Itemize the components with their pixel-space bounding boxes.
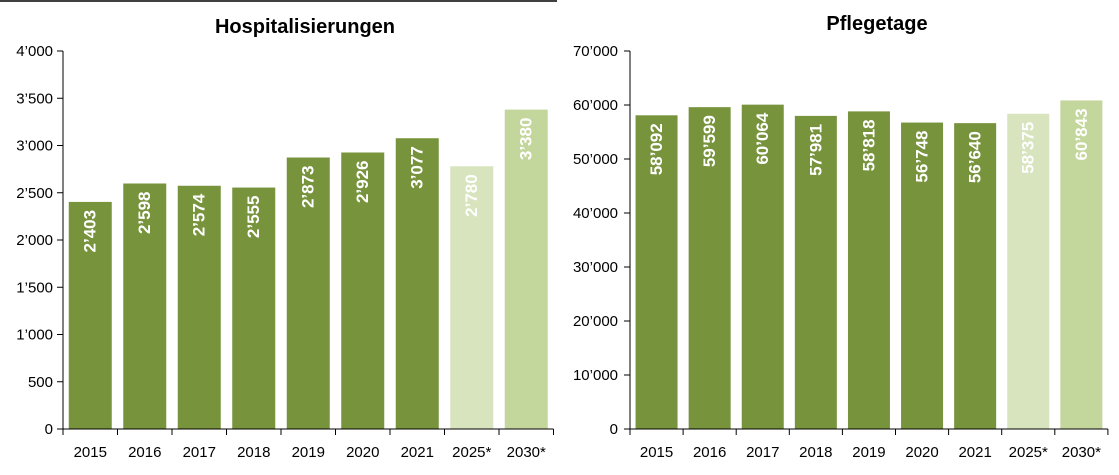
chart-1-ytick-label: 4’000 [16,43,53,60]
chart-2-title: Pflegetage [826,13,927,35]
chart-1-bar-value-label: 2’926 [353,160,372,203]
chart-1-ytick-label: 1’000 [16,327,53,344]
chart-2-ytick-label: 10’000 [573,367,618,384]
chart-1-ytick-label: 0 [45,421,53,438]
chart-1-ytick-label: 2’500 [16,185,53,202]
chart-1-bar [232,187,276,429]
chart-2-bar [1007,113,1050,430]
chart-1-category-label: 2030* [507,444,546,461]
chart-2-ytick-label: 60’000 [573,97,618,114]
chart-1-bar-value-label: 2’873 [299,166,318,209]
chart-1-category-label: 2025* [452,444,491,461]
chart-1-bar [286,157,330,429]
chart-1-bar-value-label: 2’780 [462,174,481,217]
chart-1-bar [123,183,167,429]
chart-1-bar-value-label: 2’598 [135,191,154,234]
chart-2-bar [847,111,890,429]
chart-2-bar [635,115,678,430]
chart-1-bar [68,201,112,429]
chart-2-bar [688,107,731,429]
chart-2-bar-value-label: 60’064 [753,112,772,165]
chart-2-ytick-label: 50’000 [573,151,618,168]
chart-2-ytick-label: 70’000 [573,43,618,60]
chart-1-category-label: 2020 [346,444,379,461]
chart-2-category-label: 2018 [799,444,832,461]
chart-1-ytick-label: 1’500 [16,279,53,296]
chart-1-group: Hospitalisierungen 0 500 1’000 1’500 2’000 2’5… [16,16,554,461]
chart-2-bar-value-label: 59’599 [700,115,719,167]
chart-2-category-label: 2016 [693,444,726,461]
chart-1-bar [177,185,221,429]
chart-2-bar-value-label: 57’981 [806,124,825,176]
chart-2-bar [954,123,997,430]
chart-1-category-label: 2019 [292,444,325,461]
chart-1-category-label: 2021 [401,444,434,461]
chart-2-category-label: 2019 [852,444,885,461]
chart-1-bar-value-label: 2’403 [81,210,100,253]
chart-2-bar-value-label: 58’818 [859,119,878,171]
chart-1-ytick-label: 500 [28,374,53,391]
chart-2-category-label: 2021 [958,444,991,461]
chart-2-bar [794,115,837,430]
chart-1-bar [504,109,548,429]
chart-2-group: Pflegetage 0 10’000 20’000 30’000 40’000 50’00… [573,13,1109,461]
chart-1-ytick-label: 3’500 [16,90,53,107]
chart-2-bar-value-label: 56’748 [913,131,932,183]
chart-1-ytick-label: 3’000 [16,138,53,155]
chart-1-category-label: 2017 [183,444,216,461]
chart-1-bar-value-label: 3’380 [517,118,536,161]
chart-2-bar-value-label: 60’843 [1072,108,1091,160]
chart-2-ytick-label: 0 [610,421,618,438]
chart-2-category-label: 2030* [1062,444,1101,461]
chart-1-bar [450,166,494,430]
chart-2-ytick-label: 30’000 [573,259,618,276]
chart-2-ytick-label: 20’000 [573,313,618,330]
chart-2-bar [1060,100,1103,429]
chart-1-bar-value-label: 2’555 [244,196,263,239]
chart-2-category-label: 2020 [905,444,938,461]
chart-2-category-label: 2015 [640,444,673,461]
chart-1-category-label: 2016 [128,444,161,461]
chart-2-bar [741,104,784,429]
chart-1-bar [341,152,385,430]
chart-1-bar [395,138,439,429]
chart-2-category-label: 2025* [1009,444,1048,461]
chart-2-category-label: 2017 [746,444,779,461]
chart-1-bar-value-label: 2’574 [190,193,209,236]
chart-1-ytick-label: 2’000 [16,232,53,249]
chart-2-bar-value-label: 56’640 [966,131,985,183]
chart-1-title: Hospitalisierungen [215,16,395,38]
chart-2-bar-value-label: 58’375 [1019,122,1038,174]
chart-1-category-label: 2018 [237,444,270,461]
chart-1-category-label: 2015 [74,444,107,461]
chart-1-bar-value-label: 3’077 [408,146,427,189]
chart-2-bar-value-label: 58’092 [647,123,666,175]
chart-2-bar [901,122,944,430]
chart-2-ytick-label: 40’000 [573,205,618,222]
